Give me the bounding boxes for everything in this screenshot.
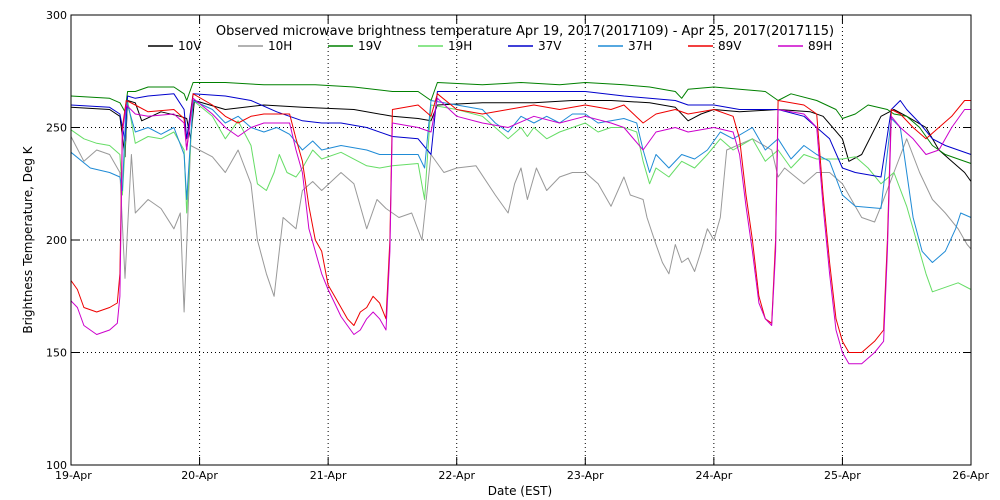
x-tick-label: 25-Apr	[824, 469, 861, 482]
legend-label-10v: 10V	[178, 39, 202, 53]
legend-label-89h: 89H	[808, 39, 832, 53]
x-tick-label: 19-Apr	[55, 469, 92, 482]
x-tick-label: 26-Apr	[952, 469, 989, 482]
legend-label-37v: 37V	[538, 39, 562, 53]
series-line-89h	[70, 97, 971, 365]
legend-label-19h: 19H	[448, 39, 472, 53]
x-tick-label: 22-Apr	[438, 469, 475, 482]
y-axis-label: Brightness Temperature, Deg K	[21, 145, 35, 333]
legend-label-19v: 19V	[358, 39, 382, 53]
series-line-19v	[70, 82, 972, 164]
legend-label-10h: 10H	[268, 39, 292, 53]
legend: 10V 10H 19V 19H 37V 37H 89V 89H	[148, 39, 832, 53]
y-tick-label: 300	[46, 9, 67, 22]
series-line-10h	[70, 136, 972, 313]
y-tick-label: 250	[46, 122, 67, 135]
series-line-19h	[70, 100, 972, 293]
series-line-89v	[70, 93, 971, 353]
legend-label-89v: 89V	[718, 39, 742, 53]
axis-ticks: 100 150 200 250 300 19-Apr 20-Apr 21-Apr 22-Apr 2…	[46, 9, 989, 482]
x-tick-label: 24-Apr	[695, 469, 732, 482]
y-tick-label: 150	[46, 347, 67, 360]
series-line-10v	[70, 100, 972, 182]
series-lines	[70, 82, 972, 365]
x-tick-label: 20-Apr	[181, 469, 218, 482]
series-line-37v	[70, 91, 972, 178]
x-tick-label: 23-Apr	[567, 469, 604, 482]
chart-title: Observed microwave brightness temperatur…	[216, 24, 834, 39]
x-axis-label: Date (EST)	[488, 484, 552, 498]
series-line-37h	[70, 100, 972, 263]
y-tick-label: 100	[46, 459, 67, 472]
y-tick-label: 200	[46, 234, 67, 247]
x-tick-label: 21-Apr	[310, 469, 347, 482]
legend-label-37h: 37H	[628, 39, 652, 53]
